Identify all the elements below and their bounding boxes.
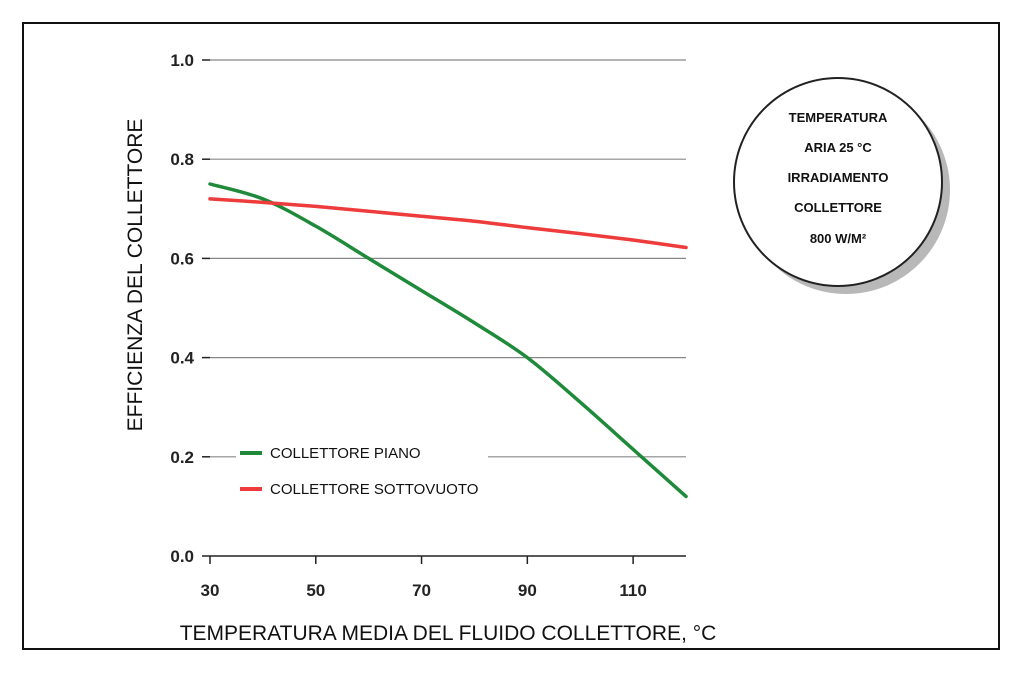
note-line-3: IRRADIAMENTO — [788, 170, 889, 185]
grid-lines — [210, 59, 686, 458]
x-axis-title: TEMPERATURA MEDIA DEL FLUIDO COLLETTORE,… — [180, 622, 717, 645]
legend: COLLETTORE PIANO COLLETTORE SOTTOVUOTO — [236, 436, 488, 506]
legend-label: COLLETTORE SOTTOVUOTO — [270, 481, 478, 498]
axes: 0.0 0.2 0.4 0.6 0.8 1.0 30 50 70 90 110 — [170, 51, 686, 600]
x-tick-label: 110 — [619, 581, 646, 600]
note-line-4: COLLETTORE — [794, 200, 882, 215]
note-circle — [733, 77, 943, 287]
note-line-5: 800 W/M² — [810, 231, 867, 246]
note-line-1: TEMPERATURA — [789, 110, 888, 125]
y-tick-label: 0.2 — [170, 448, 194, 467]
note-line-2: ARIA 25 °C — [804, 140, 872, 155]
y-tick-label: 0.0 — [170, 547, 194, 566]
x-tick-label: 50 — [306, 581, 325, 600]
series-group — [208, 182, 688, 499]
x-tick-label: 70 — [412, 581, 431, 600]
series-line-collettore-sottovuoto — [208, 197, 688, 250]
series-line-collettore-piano — [208, 182, 688, 499]
legend-background — [236, 436, 488, 506]
y-tick-label: 0.6 — [170, 249, 194, 268]
y-tick-label: 1.0 — [170, 51, 194, 70]
x-tick-label: 90 — [518, 581, 537, 600]
y-tick-label: 0.8 — [170, 150, 194, 169]
x-tick-label: 30 — [201, 581, 220, 600]
y-tick-label: 0.4 — [170, 349, 194, 368]
y-axis-title: EFFICIENZA DEL COLLETTORE — [124, 119, 147, 432]
legend-label: COLLETTORE PIANO — [270, 445, 421, 462]
conditions-note: TEMPERATURA ARIA 25 °C IRRADIAMENTO COLL… — [733, 77, 950, 294]
